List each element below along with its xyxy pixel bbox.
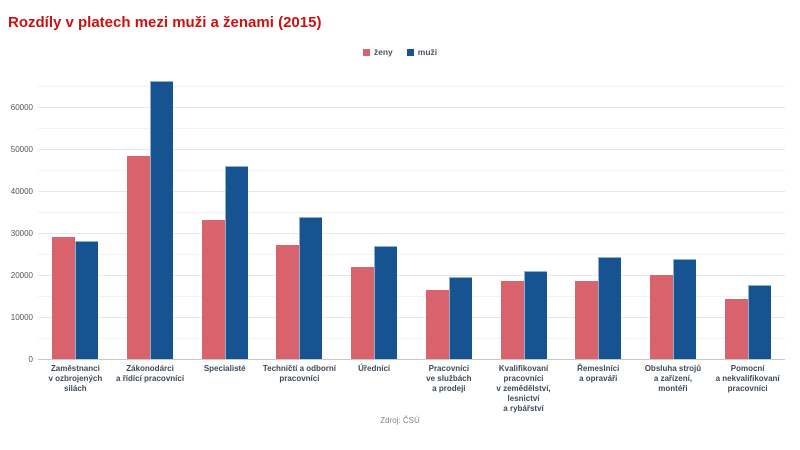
x-category-label: Úředníci xyxy=(358,364,391,373)
y-tick-label: 50000 xyxy=(10,145,33,154)
x-category-label: Specialisté xyxy=(203,364,246,373)
bar-muži-10[interactable] xyxy=(747,285,771,359)
legend-swatch-muzi-icon xyxy=(406,48,414,56)
gridline xyxy=(38,317,785,318)
bar-muži-3[interactable] xyxy=(224,165,248,359)
legend-item-muzi[interactable]: muži xyxy=(406,47,438,57)
bar-muži-2[interactable] xyxy=(150,80,174,359)
bar-ženy-1[interactable] xyxy=(52,237,76,359)
plot-area xyxy=(38,68,785,360)
bar-muži-7[interactable] xyxy=(523,270,547,359)
bar-muži-4[interactable] xyxy=(299,216,323,359)
chart-title: Rozdíly v platech mezi muži a ženami (20… xyxy=(8,14,322,31)
gridline xyxy=(38,107,785,108)
bar-ženy-10[interactable] xyxy=(724,298,748,359)
bar-ženy-2[interactable] xyxy=(127,156,151,359)
x-category-label: Zaměstnanci v ozbrojených silách xyxy=(48,364,103,393)
x-category-label: Zákonodárci a řídící pracovníci xyxy=(116,364,185,383)
bar-ženy-8[interactable] xyxy=(575,280,599,359)
legend-swatch-zeny-icon xyxy=(362,48,370,56)
bar-ženy-6[interactable] xyxy=(425,290,449,359)
bar-ženy-5[interactable] xyxy=(351,267,375,359)
x-category-label: Techničtí a odborní pracovníci xyxy=(262,364,337,383)
y-tick-label: 60000 xyxy=(10,103,33,112)
x-category-label: Pomocní a nekvalifikovaní pracovníci xyxy=(715,364,780,393)
x-category-label: Kvalifikovaní pracovníci v zemědělství, … xyxy=(496,364,551,413)
bar-ženy-4[interactable] xyxy=(276,245,300,359)
y-tick-label: 30000 xyxy=(10,229,33,238)
bar-muži-9[interactable] xyxy=(672,259,696,359)
gridline xyxy=(38,86,785,87)
x-category-label: Pracovníci ve službách a prodeji xyxy=(426,364,472,393)
gridline xyxy=(38,212,785,213)
gridline xyxy=(38,254,785,255)
legend: ženy muži xyxy=(0,47,800,57)
gridline xyxy=(38,233,785,234)
legend-label-zeny: ženy xyxy=(373,47,393,57)
gridline xyxy=(38,128,785,129)
x-category-label: Obsluha strojů a zařízení, montéři xyxy=(644,364,702,393)
gridline xyxy=(38,296,785,297)
y-tick-label: 20000 xyxy=(10,271,33,280)
x-axis-line xyxy=(38,359,785,360)
gridline xyxy=(38,191,785,192)
bar-muži-8[interactable] xyxy=(598,256,622,359)
bar-ženy-3[interactable] xyxy=(201,219,225,359)
bar-muži-1[interactable] xyxy=(75,240,99,359)
gridline xyxy=(38,338,785,339)
y-tick-label: 0 xyxy=(28,355,33,364)
gridline xyxy=(38,275,785,276)
gridline xyxy=(38,149,785,150)
source-note: Zdroj: ČSÚ xyxy=(380,416,420,425)
bar-muži-5[interactable] xyxy=(374,245,398,359)
bar-muži-6[interactable] xyxy=(448,277,472,359)
y-tick-label: 10000 xyxy=(10,313,33,322)
legend-label-muzi: muži xyxy=(417,47,438,57)
y-tick-label: 40000 xyxy=(10,187,33,196)
x-category-label: Řemeslníci a opraváři xyxy=(577,364,620,383)
bar-ženy-7[interactable] xyxy=(500,280,524,359)
bar-ženy-9[interactable] xyxy=(649,275,673,359)
legend-item-zeny[interactable]: ženy xyxy=(362,47,393,57)
gridline xyxy=(38,170,785,171)
